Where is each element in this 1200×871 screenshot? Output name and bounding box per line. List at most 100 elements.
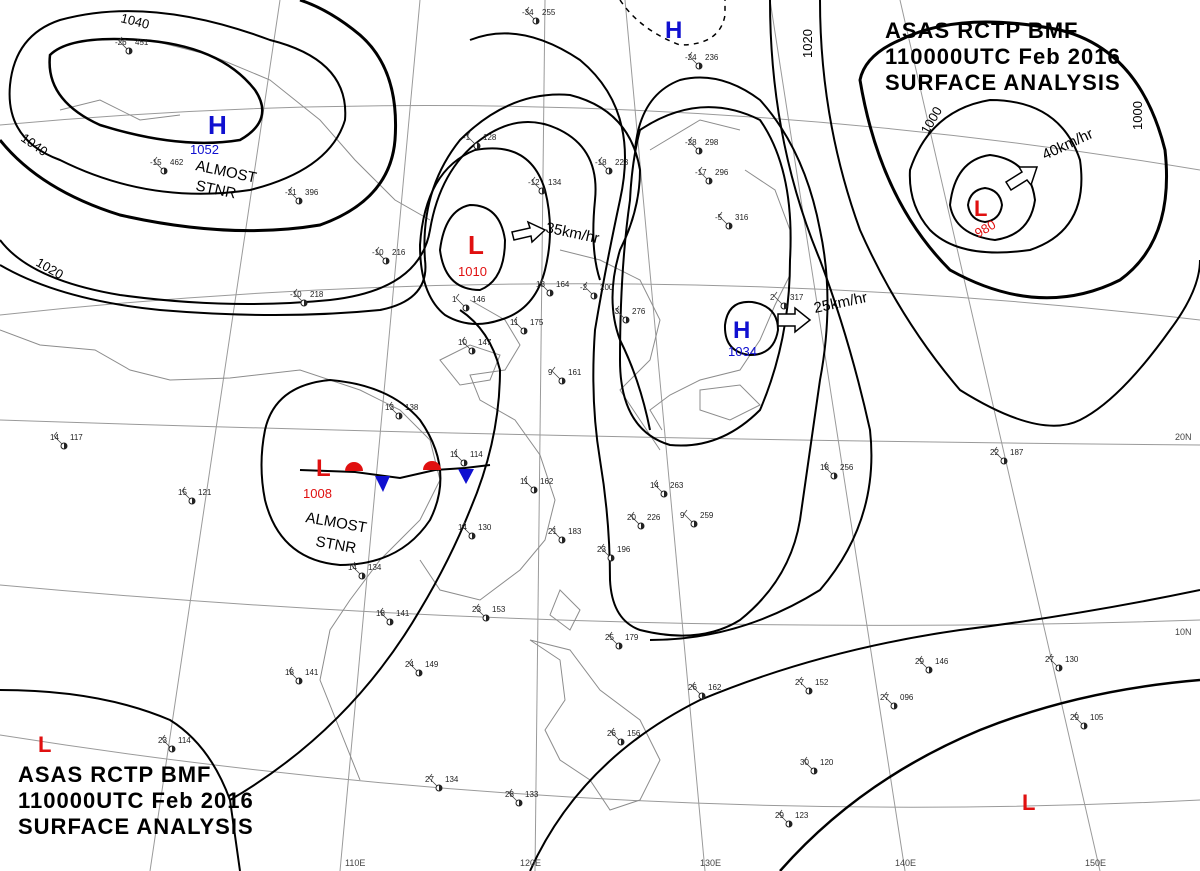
station-pressure: 317: [790, 293, 804, 302]
station-plot: 9 161: [548, 366, 582, 385]
station-pressure: 130: [478, 523, 492, 532]
cloud-cover: [64, 443, 67, 449]
cloud-cover: [789, 821, 792, 827]
station-plot: 27 152: [795, 676, 829, 695]
station-plot: 10 147: [458, 336, 492, 355]
station-temperature: 23: [472, 605, 481, 614]
station-plot: 26 156: [607, 727, 641, 746]
station-temperature: 11: [520, 477, 529, 486]
station-temperature: 18: [536, 280, 545, 289]
isobar-label: 1040: [119, 10, 151, 32]
cloud-cover: [486, 615, 489, 621]
wind-barb: [683, 509, 695, 525]
low-pressure-marker: L: [38, 732, 51, 757]
motion-speed-label: 40km/hr: [1040, 125, 1096, 163]
station-pressure: 130: [1065, 655, 1079, 664]
wind-barb: [531, 176, 543, 192]
wind-barb: [883, 691, 895, 707]
station-temperature: 18: [376, 609, 385, 618]
station-pressure: 114: [470, 450, 483, 459]
station-temperature: 26: [607, 729, 616, 738]
wind-barb: [288, 666, 300, 682]
wind-barb: [615, 305, 627, 321]
station-temperature: -1: [463, 133, 471, 142]
pressure-value: 1034: [728, 344, 757, 359]
station-plot: 9 259: [680, 509, 714, 528]
motion-arrows: [511, 166, 1039, 334]
station-plot: 14 117: [50, 431, 83, 450]
chart-header-top: ASAS RCTP BMF 110000UTC Feb 2016 SURFACE…: [885, 18, 1121, 96]
header-line: ASAS RCTP BMF: [885, 18, 1079, 43]
cloud-cover: [524, 328, 527, 334]
station-temperature: -15: [150, 158, 162, 167]
station-plot: 18 256: [820, 461, 854, 480]
cloud-cover: [299, 198, 302, 204]
station-temperature: 11: [510, 318, 519, 327]
station-pressure: 164: [556, 280, 570, 289]
wind-barb: [118, 36, 130, 52]
wind-barb: [513, 316, 525, 332]
station-plot: -10 218: [290, 288, 324, 307]
motion-arrow-1: [511, 220, 547, 244]
station-pressure: 296: [715, 168, 729, 177]
high-pressure-marker: H: [733, 317, 750, 344]
wind-barb: [1073, 711, 1085, 727]
station-temperature: -18: [595, 158, 607, 167]
station-pressure: 134: [445, 775, 459, 784]
grid-label: 20N: [1175, 432, 1192, 442]
wind-barb: [181, 486, 193, 502]
cloud-cover: [464, 460, 467, 466]
stationary-front: [299, 461, 491, 492]
station-temperature: -5: [715, 213, 723, 222]
station-plot: 20 226: [627, 511, 661, 530]
station-temperature: 14: [348, 563, 357, 572]
wind-barb: [993, 446, 1005, 462]
station-temperature: 20: [627, 513, 636, 522]
low-pressure-marker: L: [974, 196, 987, 221]
high-pressure-marker: H: [208, 110, 227, 140]
station-pressure: 153: [492, 605, 506, 614]
station-temperature: 24: [405, 660, 414, 669]
station-pressure: 121: [198, 488, 212, 497]
pressure-value: 1052: [190, 142, 219, 157]
cloud-cover: [1059, 665, 1062, 671]
wind-barb: [600, 543, 612, 559]
station-pressure: 149: [425, 660, 439, 669]
station-temperature: -2: [580, 283, 588, 292]
station-pressure: 162: [540, 477, 554, 486]
wind-barb: [288, 186, 300, 202]
station-pressure: 156: [627, 729, 641, 738]
wind-barb: [428, 773, 440, 789]
station-plot: 18 141: [285, 666, 319, 685]
station-temperature: 9: [680, 511, 685, 520]
cloud-cover: [664, 491, 667, 497]
station-plot: 27 096: [880, 691, 914, 710]
wind-barb: [461, 336, 473, 352]
low-pressure-marker: L: [316, 455, 331, 482]
isobar-label: 1020: [800, 29, 815, 58]
motion-speed-label: 35km/hr: [544, 219, 601, 247]
station-plot: -34 255: [522, 6, 556, 25]
station-temperature: -10: [372, 248, 384, 257]
cloud-cover: [129, 48, 132, 54]
cloud-cover: [1004, 458, 1007, 464]
station-plot: 13 138: [385, 401, 419, 420]
station-plot: 23 196: [597, 543, 631, 562]
wind-barb: [803, 756, 815, 772]
station-plot: -3 276: [612, 305, 646, 324]
cloud-cover: [536, 18, 539, 24]
station-temperature: 21: [548, 527, 557, 536]
pressure-value: 1008: [303, 486, 332, 501]
wind-barb: [718, 211, 730, 227]
station-plot: -21 396: [285, 186, 319, 205]
station-plot: 22 187: [990, 446, 1024, 465]
cloud-cover: [386, 258, 389, 264]
grid-label: 10N: [1175, 627, 1192, 637]
almost-stationary-note: STNR: [314, 533, 357, 557]
station-plot: 27 134: [425, 773, 459, 792]
station-pressure: 451: [135, 38, 149, 47]
wind-barb: [698, 166, 710, 182]
wind-barb: [293, 288, 305, 304]
station-plot: 29 105: [1070, 711, 1104, 730]
cloud-cover: [729, 223, 732, 229]
